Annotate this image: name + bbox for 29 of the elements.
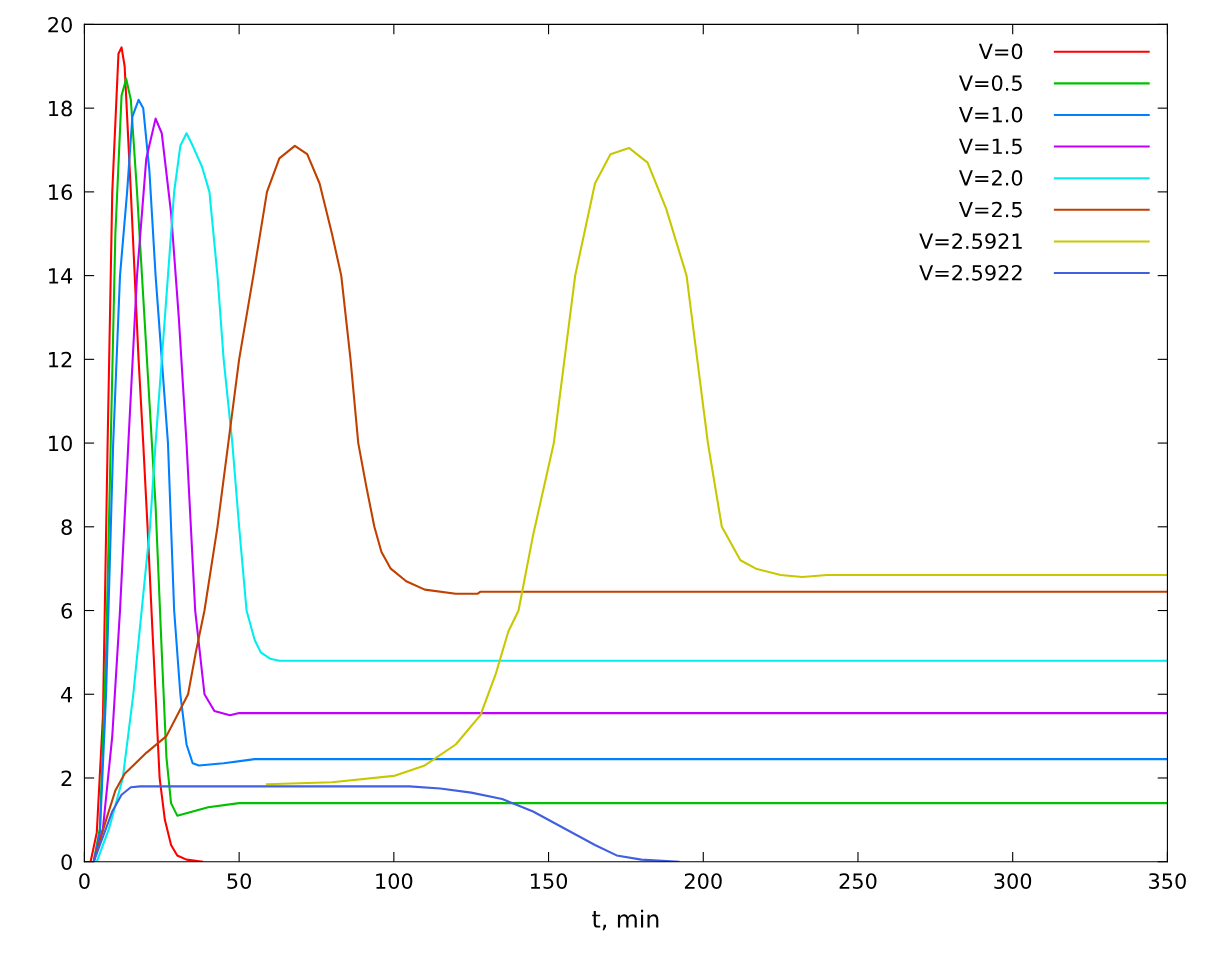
y-tick-label: 14: [49, 268, 73, 284]
y-tick-label: 6: [61, 602, 72, 619]
y-tick-label: 8: [61, 519, 72, 536]
x-tick-label: 250: [839, 873, 877, 889]
legend-label: V=0: [978, 43, 1023, 60]
y-tick-label: 12: [49, 351, 72, 368]
x-tick-label: 350: [1149, 873, 1186, 889]
y-tick-label: 20: [48, 16, 72, 33]
x-axis-title: t, min: [592, 909, 659, 931]
y-tick-label: 0: [61, 854, 72, 870]
x-tick-label: 300: [994, 873, 1032, 889]
y-tick-label: 2: [61, 770, 72, 786]
line-series: [89, 46, 204, 862]
legend-label: V=1.5: [958, 138, 1022, 155]
x-tick-label: 200: [684, 873, 722, 889]
legend-label: V=1.0: [958, 106, 1023, 123]
legend-label: V=2.5921: [919, 233, 1022, 250]
legend-label: V=0.5: [958, 75, 1022, 91]
y-tick-label: 16: [49, 184, 72, 201]
y-tick-label: 4: [61, 686, 73, 703]
x-tick-label: 50: [227, 873, 251, 889]
y-tick-label: 10: [49, 435, 72, 452]
x-tick-label: 0: [79, 873, 90, 889]
y-tick-label: 18: [49, 100, 72, 117]
legend-label: V=2.5922: [919, 264, 1022, 281]
legend-label: V=2.5: [958, 201, 1022, 218]
legend-label: V=2.0: [958, 170, 1023, 186]
x-tick-label: 100: [376, 873, 413, 889]
x-tick-label: 150: [530, 873, 568, 889]
